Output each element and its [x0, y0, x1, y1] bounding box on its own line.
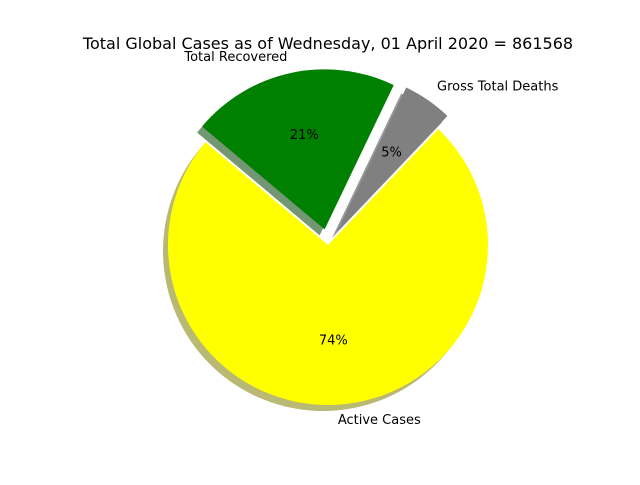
pie-slice-gross-total-deaths [337, 87, 448, 232]
slice-percent-gross-total-deaths: 5% [381, 145, 402, 160]
pie-slice-total-recovered [202, 69, 394, 230]
slice-percent-total-recovered: 21% [290, 128, 319, 143]
slice-label-gross-total-deaths: Gross Total Deaths [437, 79, 559, 94]
pie-slices [168, 69, 489, 405]
slice-label-total-recovered: Total Recovered [183, 50, 287, 65]
slice-label-active-cases: Active Cases [338, 413, 421, 428]
chart-title: Total Global Cases as of Wednesday, 01 A… [82, 34, 573, 53]
pie-slice-active-cases [168, 129, 489, 405]
slice-labels: Active Cases 74% Gross Total Deaths 5% Total… [183, 50, 558, 428]
slice-percent-active-cases: 74% [319, 333, 348, 348]
